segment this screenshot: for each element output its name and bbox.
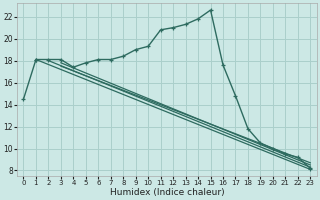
- X-axis label: Humidex (Indice chaleur): Humidex (Indice chaleur): [109, 188, 224, 197]
